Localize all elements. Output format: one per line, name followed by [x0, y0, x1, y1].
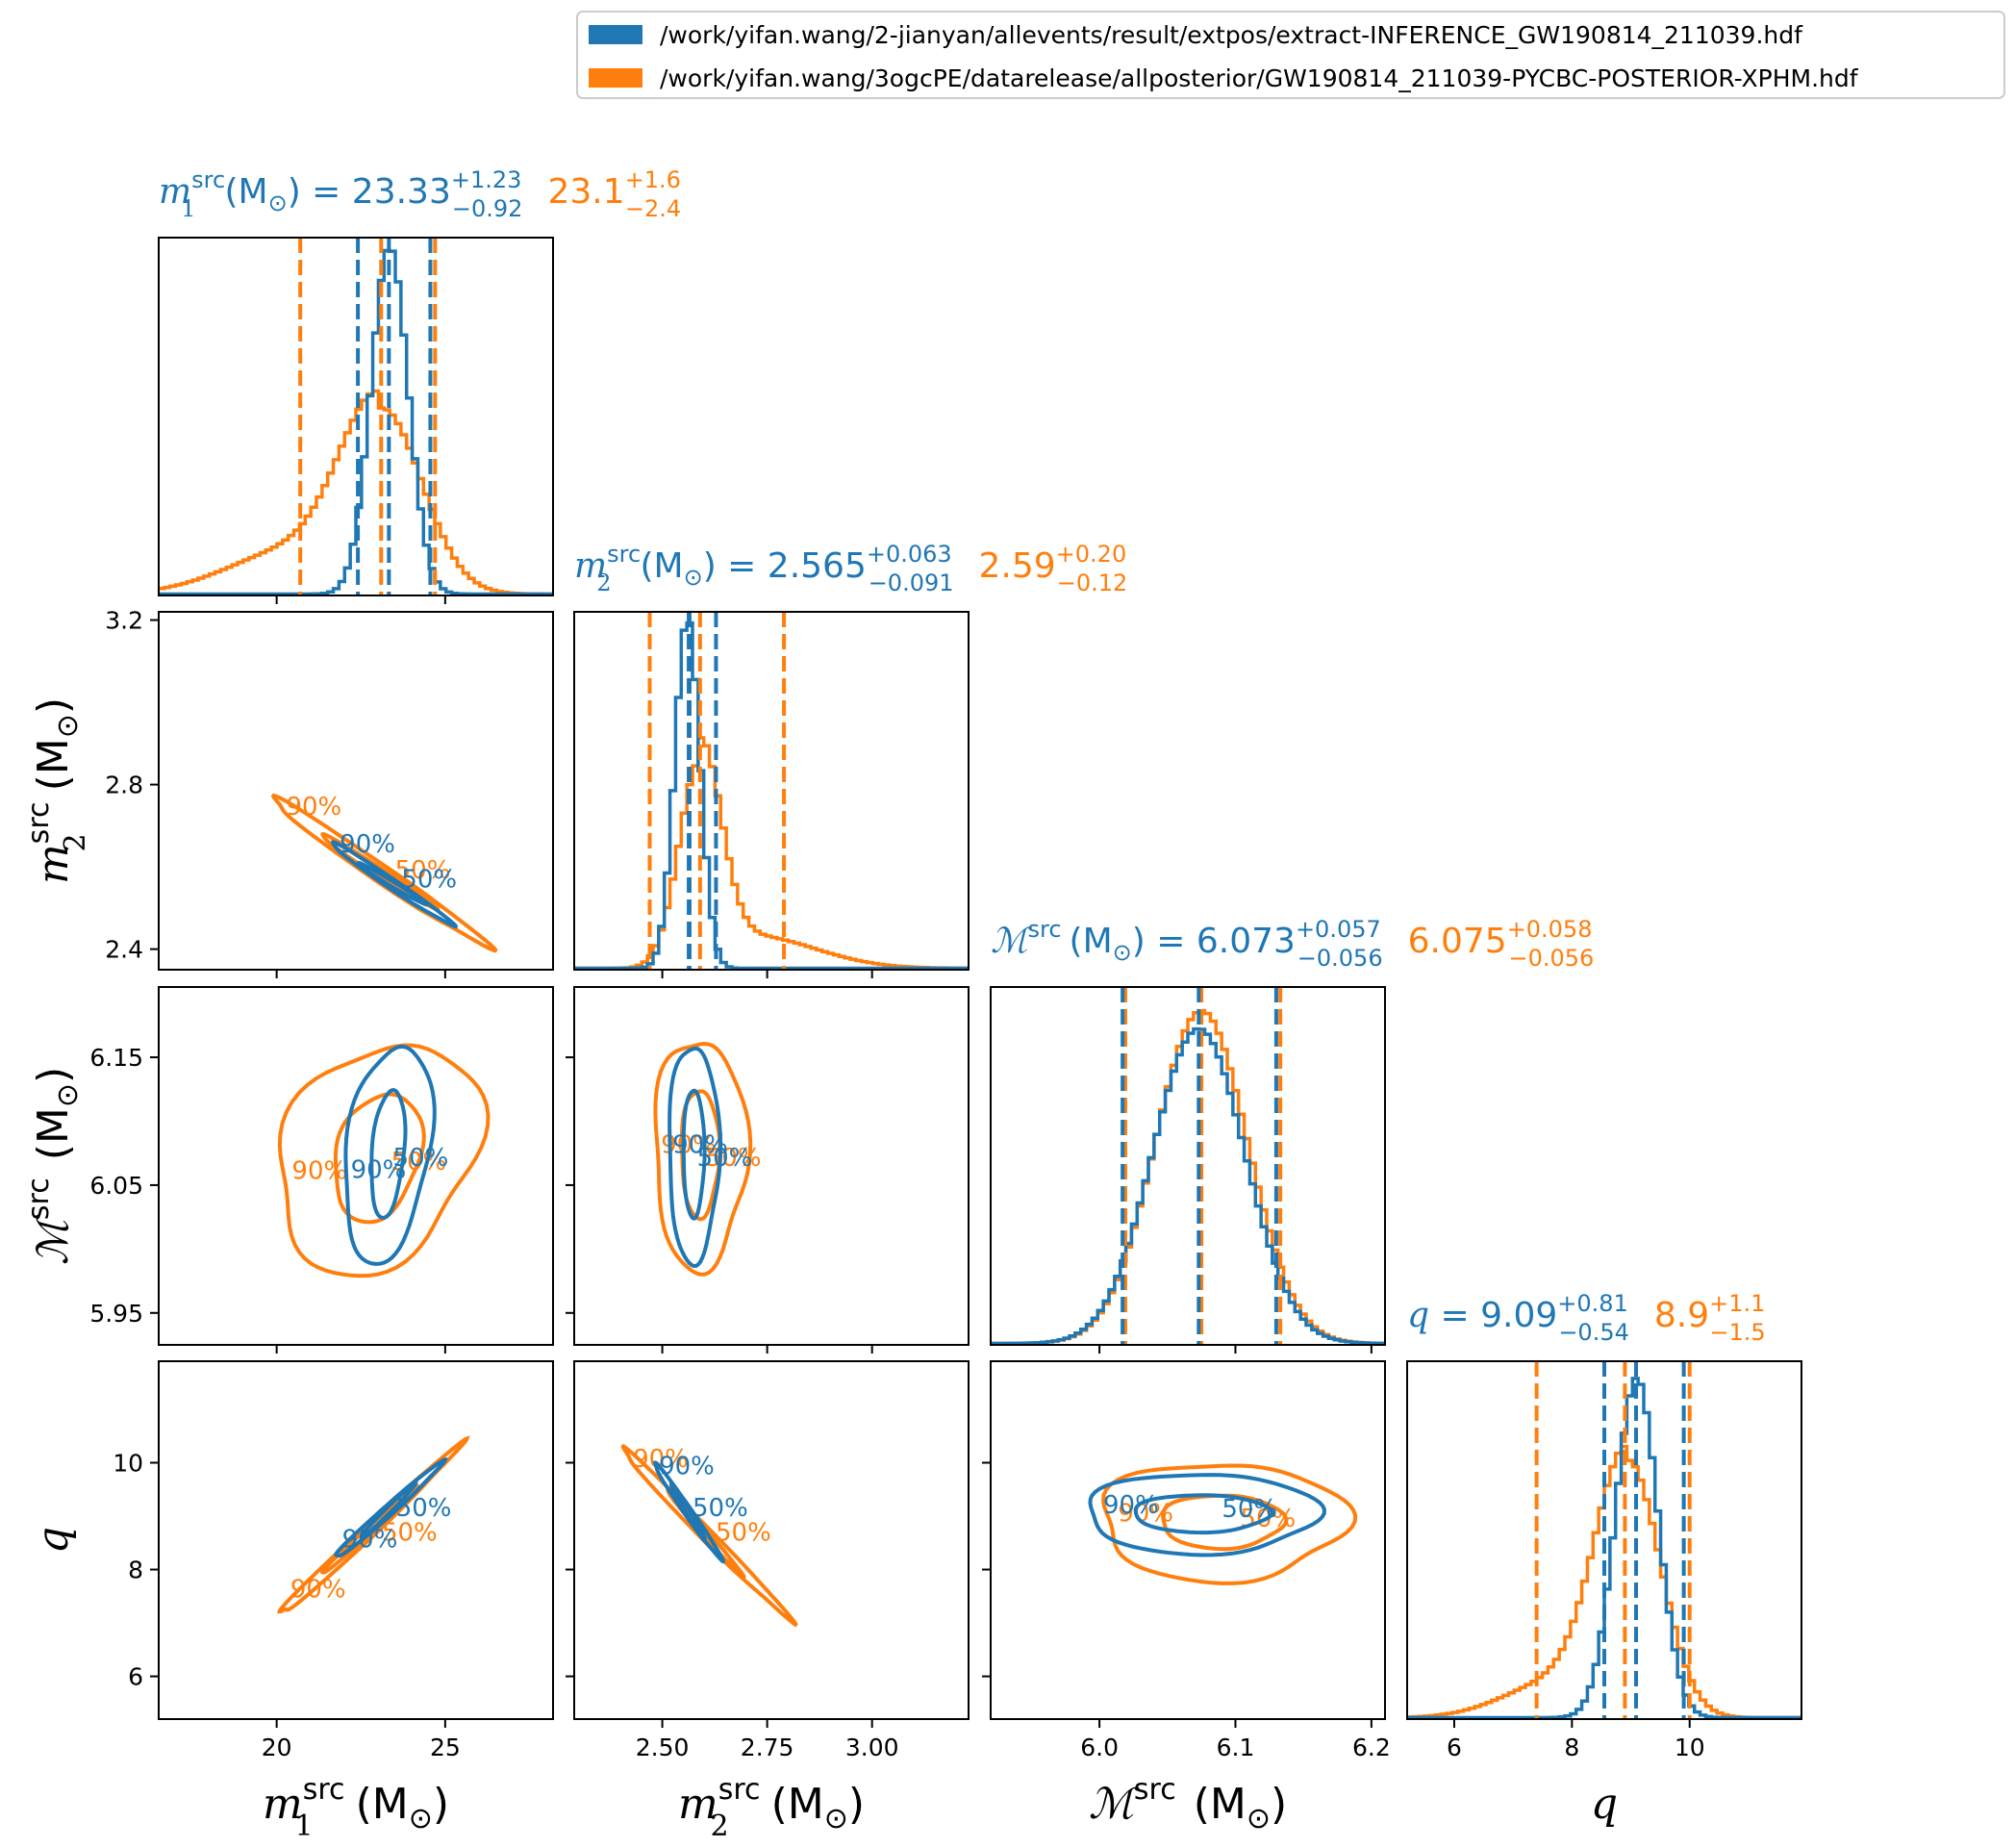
y-tick-label: 2.4 — [105, 936, 143, 964]
panel-frame — [573, 1360, 970, 1720]
x-tick-label: 8 — [1564, 1734, 1579, 1761]
contour-90-orange — [653, 1041, 753, 1277]
title-m2: msrc 2 (M⊙) = 2.565+0.063 −0.091 2.59+0.20 −0… — [574, 541, 1127, 596]
contour-label-50: 50% — [1222, 1495, 1277, 1524]
contour-label-90: 90% — [1103, 1491, 1159, 1520]
x-tick-label: 2.50 — [636, 1734, 690, 1761]
contour-50-blue — [356, 861, 429, 907]
legend-entry: /work/yifan.wang/2-jianyan/allevents/res… — [660, 21, 1803, 49]
y-tick-label: 8 — [128, 1557, 143, 1584]
contour-panel-m1-m2: 90%50%90%50% — [158, 611, 554, 971]
x-tick-label: 20 — [262, 1734, 292, 1761]
title-m1: msrc 1 (M⊙) = 23.33+1.23 −0.92 23.1+1.6 −2.4 — [159, 166, 681, 222]
contour-label-90: 90% — [342, 1525, 398, 1554]
hist-orange-m1 — [159, 389, 553, 595]
contour-panel-mc-q: 90% 50%90% 50% — [990, 1360, 1386, 1720]
y-tick-label: 2.8 — [105, 772, 143, 799]
y-tick-label: 6.15 — [89, 1044, 143, 1072]
axis-label-mc: ℳsrc (M⊙) — [1089, 1773, 1287, 1835]
panel-frame — [158, 611, 554, 971]
contour-label-50: 50% — [382, 1519, 438, 1548]
x-tick-label: 10 — [1675, 1734, 1705, 1761]
contour-50-blue — [369, 1087, 408, 1220]
x-tick-label: 6.1 — [1217, 1734, 1255, 1761]
x-tick-label: 25 — [430, 1734, 461, 1761]
legend-swatch — [589, 25, 642, 44]
legend-entry: /work/yifan.wang/3ogcPE/datarelease/allp… — [660, 64, 1859, 92]
contour-90-orange — [620, 1443, 798, 1628]
hist-orange-mc — [991, 1008, 1385, 1345]
y-tick-label: 10 — [113, 1449, 143, 1477]
panel-frame — [158, 986, 554, 1346]
contour-label-90: 90% — [286, 793, 341, 822]
contour-label-50: 50% — [393, 1144, 449, 1173]
legend-swatch — [589, 68, 642, 88]
title-mc: ℳsrc (M⊙) = 6.073+0.057 −0.056 6.075+0.058−… — [991, 916, 1594, 972]
axis-label-m2: msrc 2 (M⊙) — [22, 697, 92, 884]
contour-90-orange — [277, 1043, 491, 1278]
legend: /work/yifan.wang/2-jianyan/allevents/res… — [576, 11, 2005, 99]
panel-frame — [990, 1360, 1386, 1720]
y-tick-label: 3.2 — [105, 607, 143, 635]
hist-blue-m2 — [574, 620, 969, 970]
axis-label-m1: msrc 1 (M⊙) — [263, 1773, 449, 1843]
contour-50-orange — [1161, 1493, 1289, 1552]
contour-label-50: 50% — [716, 1519, 771, 1548]
contour-label-90: 90% — [659, 1453, 715, 1481]
x-tick-label: 6 — [1447, 1734, 1462, 1761]
panel-frame — [573, 986, 970, 1346]
contour-panel-m2-q: 90%50%90%50% — [573, 1360, 970, 1720]
contour-label-90: 90% — [351, 1156, 407, 1185]
hist-blue-m1 — [159, 248, 553, 595]
contour-90-blue — [1088, 1473, 1327, 1557]
contour-label-50: 50% — [706, 1144, 762, 1173]
panel-frame — [990, 986, 1386, 1346]
contour-label-50: 50% — [396, 1494, 452, 1523]
contour-panel-m1-q: 90%50%90%50% — [158, 1360, 554, 1720]
contour-90-blue — [343, 1044, 437, 1266]
contour-90-orange — [1101, 1463, 1358, 1585]
contour-label-90: 90% — [291, 1157, 347, 1186]
contour-50-blue — [668, 1481, 707, 1540]
panel-frame — [1406, 1360, 1802, 1720]
hist-panel-m2: msrc 2 (M⊙) = 2.565+0.063 −0.091 2.59+0.20 −0… — [573, 541, 1127, 971]
x-tick-label: 2.75 — [741, 1734, 794, 1761]
y-tick-label: 6 — [128, 1663, 143, 1691]
title-q: q = 9.09+0.81 −0.54 8.9+1.1 −1.5 — [1407, 1290, 1766, 1346]
panel-frame — [158, 1360, 554, 1720]
contour-panel-m1-mc: 90% 50%90%50% — [158, 986, 554, 1346]
x-tick-label: 6.0 — [1080, 1734, 1119, 1761]
contour-label-90: 90% — [340, 830, 395, 859]
contour-label-90: 90% — [290, 1575, 346, 1604]
contour-50-blue — [681, 1088, 707, 1221]
axis-label-m2: msrc 2 (M⊙) — [678, 1773, 865, 1843]
hist-blue-mc — [991, 1026, 1385, 1345]
hist-orange-m2 — [574, 736, 969, 970]
contour-panel-m2-mc: 90%50%90%50% — [573, 986, 970, 1346]
y-tick-label: 5.95 — [89, 1300, 143, 1328]
hist-panel-mc: ℳsrc (M⊙) = 6.073+0.057 −0.056 6.075+0.058−… — [990, 916, 1594, 1346]
contour-label-50: 50% — [693, 1494, 748, 1523]
axis-label-q: q — [1591, 1780, 1618, 1829]
contour-label-50: 50% — [395, 856, 451, 885]
axis-label-q: q — [29, 1527, 78, 1554]
panel-frame — [573, 611, 970, 971]
hist-orange-q — [1407, 1444, 1801, 1719]
hist-blue-q — [1407, 1377, 1801, 1719]
x-tick-label: 6.2 — [1352, 1734, 1391, 1761]
y-tick-label: 6.05 — [89, 1172, 143, 1200]
contour-label-50: 50% — [697, 1144, 753, 1173]
contour-label-90: 90% — [672, 1131, 728, 1160]
contour-50-blue — [359, 1481, 418, 1539]
axis-label-mc: ℳsrc (M⊙) — [22, 1067, 85, 1265]
contour-90-blue — [667, 1046, 723, 1269]
panel-frame — [158, 237, 554, 596]
contour-label-50: 50% — [401, 865, 457, 894]
hist-panel-q: q = 9.09+0.81 −0.54 8.9+1.1 −1.5 — [1406, 1290, 1802, 1720]
x-tick-label: 3.00 — [845, 1734, 899, 1761]
legend-frame — [576, 11, 2005, 99]
hist-panel-m1: msrc 1 (M⊙) = 23.33+1.23 −0.92 23.1+1.6 −2.4 — [158, 166, 681, 596]
contour-50-blue — [1133, 1493, 1274, 1535]
